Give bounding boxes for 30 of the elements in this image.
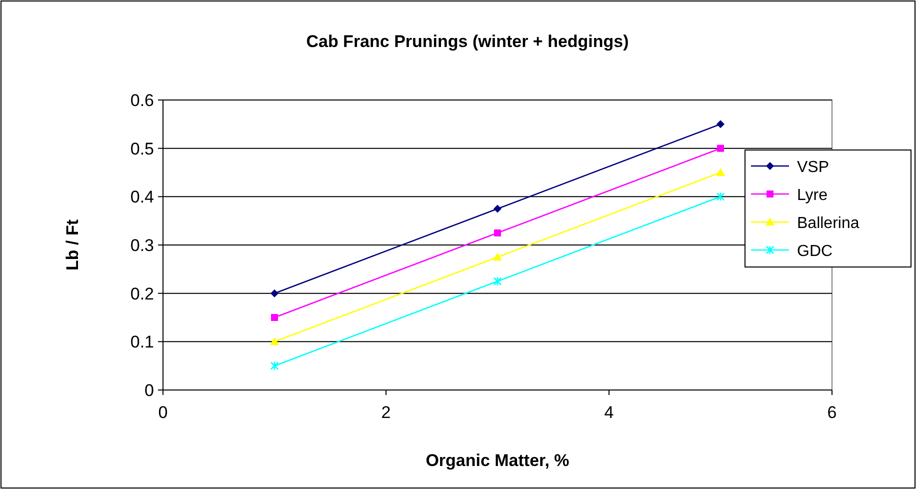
x-tick-label: 2 [381,403,391,422]
y-tick-label: 0.4 [130,188,154,207]
point [271,314,278,321]
point [716,192,725,202]
x-tick-label: 6 [827,403,837,422]
y-tick-label: 0.3 [130,236,154,255]
legend-label: Ballerina [797,215,860,232]
point [270,337,279,346]
x-tick-label: 4 [604,403,614,422]
y-tick-label: 0.6 [130,91,154,110]
legend-label: GDC [797,243,833,260]
point [717,144,724,152]
point [493,252,502,261]
legend-label: VSP [797,159,830,176]
x-axis-title: Organic Matter, % [426,451,570,470]
point [494,204,502,213]
y-tick-label: 0.1 [130,332,154,352]
legend-label: Lyre [797,187,828,204]
y-tick-label: 0.2 [130,284,154,304]
y-tick-label: 0.5 [130,139,154,158]
x-tick-label: 0 [158,403,168,422]
y-axis-title: Lb / Ft [63,219,82,270]
chart-title: Cab Franc Prunings (winter + hedgings) [306,32,629,51]
point [493,276,502,286]
point [494,229,501,236]
point [270,289,278,298]
point [716,120,724,128]
point [270,361,279,370]
point [716,168,725,176]
y-tick-label: 0 [144,381,154,400]
